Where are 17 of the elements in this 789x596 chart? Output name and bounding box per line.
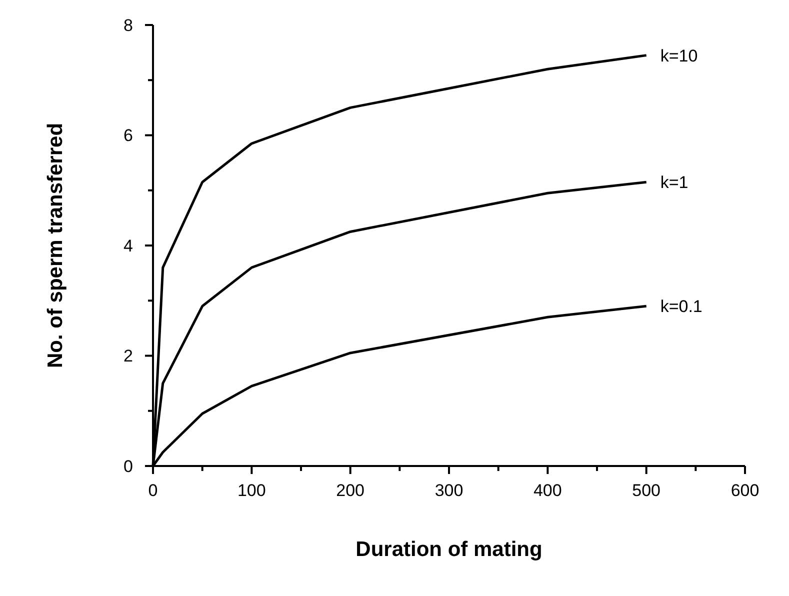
y-tick-label: 6 [124, 126, 133, 146]
y-tick-label: 8 [124, 16, 133, 35]
x-tick-label: 0 [148, 481, 158, 500]
series-label: k=0.1 [660, 297, 702, 316]
series-label: k=1 [660, 173, 688, 192]
series-label: k=10 [660, 46, 698, 66]
x-tick-label: 200 [336, 481, 365, 500]
x-tick-label: 300 [434, 481, 464, 500]
x-axis-title: Duration of mating [356, 538, 542, 561]
x-tick-label: 100 [237, 481, 266, 500]
x-tick-label: 500 [632, 481, 661, 500]
y-tick-label: 4 [124, 236, 133, 256]
x-tick-label: 600 [730, 481, 760, 500]
y-tick-label: 2 [124, 346, 133, 366]
y-tick-label: 0 [124, 456, 133, 476]
y-axis-title: No. of sperm transferred [44, 122, 67, 368]
x-tick-label: 400 [533, 481, 562, 500]
